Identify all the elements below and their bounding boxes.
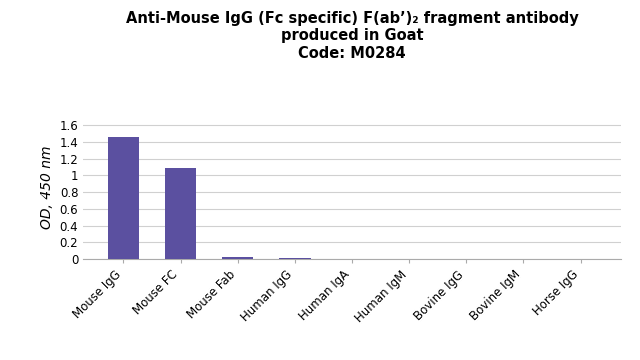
Text: Anti-Mouse IgG (Fc specific) F(ab’)₂ fragment antibody
produced in Goat
Code: M0: Anti-Mouse IgG (Fc specific) F(ab’)₂ fra…	[125, 11, 579, 60]
Bar	[279, 258, 310, 259]
Bar	[108, 137, 139, 259]
Bar	[164, 168, 196, 259]
Bar	[222, 257, 253, 259]
Y-axis label: OD, 450 nm: OD, 450 nm	[40, 145, 54, 229]
